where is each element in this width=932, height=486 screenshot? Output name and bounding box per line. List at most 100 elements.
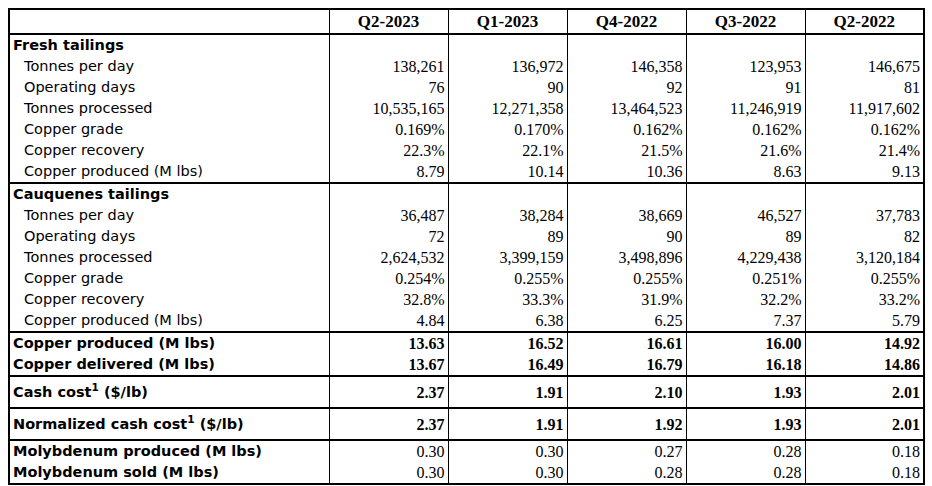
row-label: Operating days [9, 226, 329, 247]
table-row: Operating days7289908982 [9, 226, 924, 247]
row-label-text: Normalized cash cost [13, 416, 187, 432]
row-label: Tonnes processed [9, 247, 329, 268]
value-cell: 0.27 [567, 440, 686, 462]
value-cell: 0.254% [329, 268, 448, 289]
value-cell: 0.30 [329, 440, 448, 462]
value-cell [567, 34, 686, 56]
value-cell: 31.9% [567, 289, 686, 310]
row-label-text: Copper grade [24, 121, 123, 137]
value-cell: 0.30 [329, 462, 448, 484]
table-row: Copper produced (M lbs)4.846.386.257.375… [9, 310, 924, 332]
row-label-text: Tonnes processed [24, 249, 153, 265]
value-cell: 0.28 [686, 440, 805, 462]
row-label: Tonnes per day [9, 205, 329, 226]
row-label: Fresh tailings [9, 34, 329, 56]
row-label: Copper produced (M lbs) [9, 332, 329, 354]
value-cell: 82 [805, 226, 924, 247]
value-cell: 33.2% [805, 289, 924, 310]
value-cell: 36,487 [329, 205, 448, 226]
column-header-q2-2022: Q2-2022 [805, 9, 924, 34]
value-cell: 33.3% [448, 289, 567, 310]
value-cell: 21.5% [567, 140, 686, 161]
footnote-marker: 1 [187, 413, 194, 425]
value-cell: 76 [329, 77, 448, 98]
row-label: Normalized cash cost1 ($/lb) [9, 408, 329, 440]
row-label-text: Tonnes per day [24, 58, 134, 74]
value-cell: 89 [448, 226, 567, 247]
row-label-text: Copper produced (M lbs) [24, 163, 203, 179]
value-cell: 1.91 [448, 376, 567, 408]
value-cell: 81 [805, 77, 924, 98]
row-label: Tonnes per day [9, 56, 329, 77]
column-header-q3-2022: Q3-2022 [686, 9, 805, 34]
value-cell: 2.37 [329, 376, 448, 408]
row-label-text: Tonnes per day [24, 207, 134, 223]
value-cell: 146,358 [567, 56, 686, 77]
header-row: Q2-2023 Q1-2023 Q4-2022 Q3-2022 Q2-2022 [9, 9, 924, 34]
row-label: Copper grade [9, 268, 329, 289]
value-cell [686, 183, 805, 205]
table-row: Copper grade0.169%0.170%0.162%0.162%0.16… [9, 119, 924, 140]
value-cell: 38,669 [567, 205, 686, 226]
value-cell: 4.84 [329, 310, 448, 332]
value-cell: 91 [686, 77, 805, 98]
table-row: Normalized cash cost1 ($/lb)2.371.911.92… [9, 408, 924, 440]
value-cell [448, 183, 567, 205]
table-row: Cash cost1 ($/lb)2.371.912.101.932.01 [9, 376, 924, 408]
row-label: Cash cost1 ($/lb) [9, 376, 329, 408]
value-cell: 0.162% [805, 119, 924, 140]
value-cell: 16.00 [686, 332, 805, 354]
value-cell: 16.49 [448, 354, 567, 376]
value-cell: 0.170% [448, 119, 567, 140]
value-cell: 32.8% [329, 289, 448, 310]
quarterly-production-table: Q2-2023 Q1-2023 Q4-2022 Q3-2022 Q2-2022 … [8, 8, 925, 485]
value-cell: 3,120,184 [805, 247, 924, 268]
table-row: Copper delivered (M lbs)13.6716.4916.791… [9, 354, 924, 376]
value-cell: 4,229,438 [686, 247, 805, 268]
value-cell: 13.67 [329, 354, 448, 376]
row-label: Copper produced (M lbs) [9, 310, 329, 332]
value-cell: 13.63 [329, 332, 448, 354]
table-row: Copper recovery32.8%33.3%31.9%32.2%33.2% [9, 289, 924, 310]
row-label-text: Operating days [24, 79, 135, 95]
table-row: Molybdenum sold (M lbs)0.300.300.280.280… [9, 462, 924, 484]
value-cell: 16.52 [448, 332, 567, 354]
value-cell: 0.18 [805, 462, 924, 484]
value-cell: 0.255% [448, 268, 567, 289]
quarterly-production-table-wrap: Q2-2023 Q1-2023 Q4-2022 Q3-2022 Q2-2022 … [8, 8, 925, 485]
value-cell: 0.28 [686, 462, 805, 484]
value-cell [329, 34, 448, 56]
value-cell: 1.92 [567, 408, 686, 440]
row-label-suffix: ($/lb) [99, 384, 148, 400]
row-label-text: Cauquenes tailings [13, 186, 169, 202]
row-label: Cauquenes tailings [9, 183, 329, 205]
value-cell: 12,271,358 [448, 98, 567, 119]
column-header-q2-2023: Q2-2023 [329, 9, 448, 34]
value-cell: 9.13 [805, 161, 924, 183]
column-header-q1-2023: Q1-2023 [448, 9, 567, 34]
value-cell: 72 [329, 226, 448, 247]
value-cell: 92 [567, 77, 686, 98]
value-cell: 5.79 [805, 310, 924, 332]
value-cell: 0.162% [567, 119, 686, 140]
value-cell: 1.91 [448, 408, 567, 440]
value-cell: 16.18 [686, 354, 805, 376]
value-cell: 16.79 [567, 354, 686, 376]
value-cell: 0.28 [567, 462, 686, 484]
row-label: Copper recovery [9, 289, 329, 310]
table-row: Tonnes per day36,48738,28438,66946,52737… [9, 205, 924, 226]
value-cell [805, 34, 924, 56]
row-label: Tonnes processed [9, 98, 329, 119]
value-cell: 146,675 [805, 56, 924, 77]
value-cell: 8.79 [329, 161, 448, 183]
row-label-text: Copper recovery [24, 291, 144, 307]
value-cell: 90 [448, 77, 567, 98]
value-cell: 38,284 [448, 205, 567, 226]
value-cell: 0.255% [567, 268, 686, 289]
table-row: Copper produced (M lbs)13.6316.5216.6116… [9, 332, 924, 354]
row-label: Molybdenum produced (M lbs) [9, 440, 329, 462]
value-cell [567, 183, 686, 205]
value-cell [448, 34, 567, 56]
value-cell: 0.169% [329, 119, 448, 140]
table-row: Cauquenes tailings [9, 183, 924, 205]
